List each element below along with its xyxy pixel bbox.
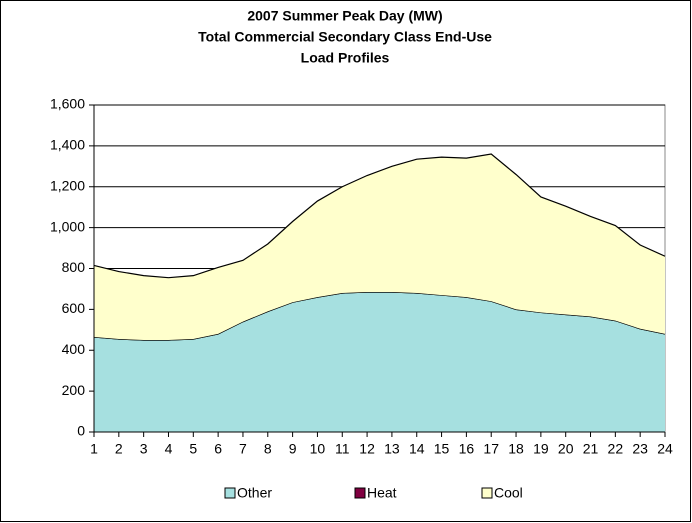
- y-tick-label: 0: [77, 423, 85, 439]
- x-tick-label: 15: [434, 441, 450, 457]
- area: [94, 292, 665, 432]
- x-tick-label: 11: [335, 441, 350, 457]
- area-outline: [93, 153, 666, 279]
- x-tick-label: 16: [459, 441, 475, 457]
- x-tick-label: 22: [608, 441, 624, 457]
- x-tick-label: 3: [140, 441, 148, 457]
- y-tick-label: 1,400: [50, 137, 85, 153]
- x-tick-label: 12: [359, 441, 375, 457]
- legend-label: Other: [237, 485, 272, 501]
- x-tick-label: 24: [657, 441, 673, 457]
- legend-swatch: [224, 487, 236, 499]
- x-tick-label: 13: [384, 441, 400, 457]
- y-tick-label: 800: [62, 259, 86, 275]
- x-tick-label: 6: [214, 441, 222, 457]
- y-tick-label: 400: [62, 341, 86, 357]
- chart-title: 2007 Summer Peak Day (MW): [247, 8, 442, 24]
- y-tick-label: 600: [62, 300, 86, 316]
- x-tick-label: 18: [508, 441, 524, 457]
- chart-title: Load Profiles: [301, 50, 390, 66]
- x-tick-label: 7: [239, 441, 247, 457]
- x-tick-label: 17: [483, 441, 499, 457]
- y-tick-label: 1,000: [50, 218, 85, 234]
- x-tick-label: 20: [558, 441, 574, 457]
- x-tick-label: 23: [632, 441, 648, 457]
- y-tick-label: 1,200: [50, 177, 85, 193]
- x-tick-label: 5: [189, 441, 197, 457]
- x-tick-label: 19: [533, 441, 549, 457]
- x-tick-label: 10: [310, 441, 326, 457]
- y-tick-label: 200: [62, 382, 86, 398]
- x-tick-label: 14: [409, 441, 425, 457]
- x-tick-label: 4: [165, 441, 173, 457]
- legend-swatch: [481, 487, 493, 499]
- area: [94, 154, 665, 341]
- legend-label: Cool: [494, 485, 523, 501]
- legend-swatch: [354, 487, 366, 499]
- x-tick-label: 1: [90, 441, 98, 457]
- x-tick-label: 8: [264, 441, 272, 457]
- x-tick-label: 21: [583, 441, 599, 457]
- legend-label: Heat: [367, 485, 397, 501]
- x-tick-label: 2: [115, 441, 123, 457]
- chart-title: Total Commercial Secondary Class End-Use: [198, 29, 492, 45]
- x-tick-label: 9: [289, 441, 297, 457]
- y-tick-label: 1,600: [50, 96, 85, 112]
